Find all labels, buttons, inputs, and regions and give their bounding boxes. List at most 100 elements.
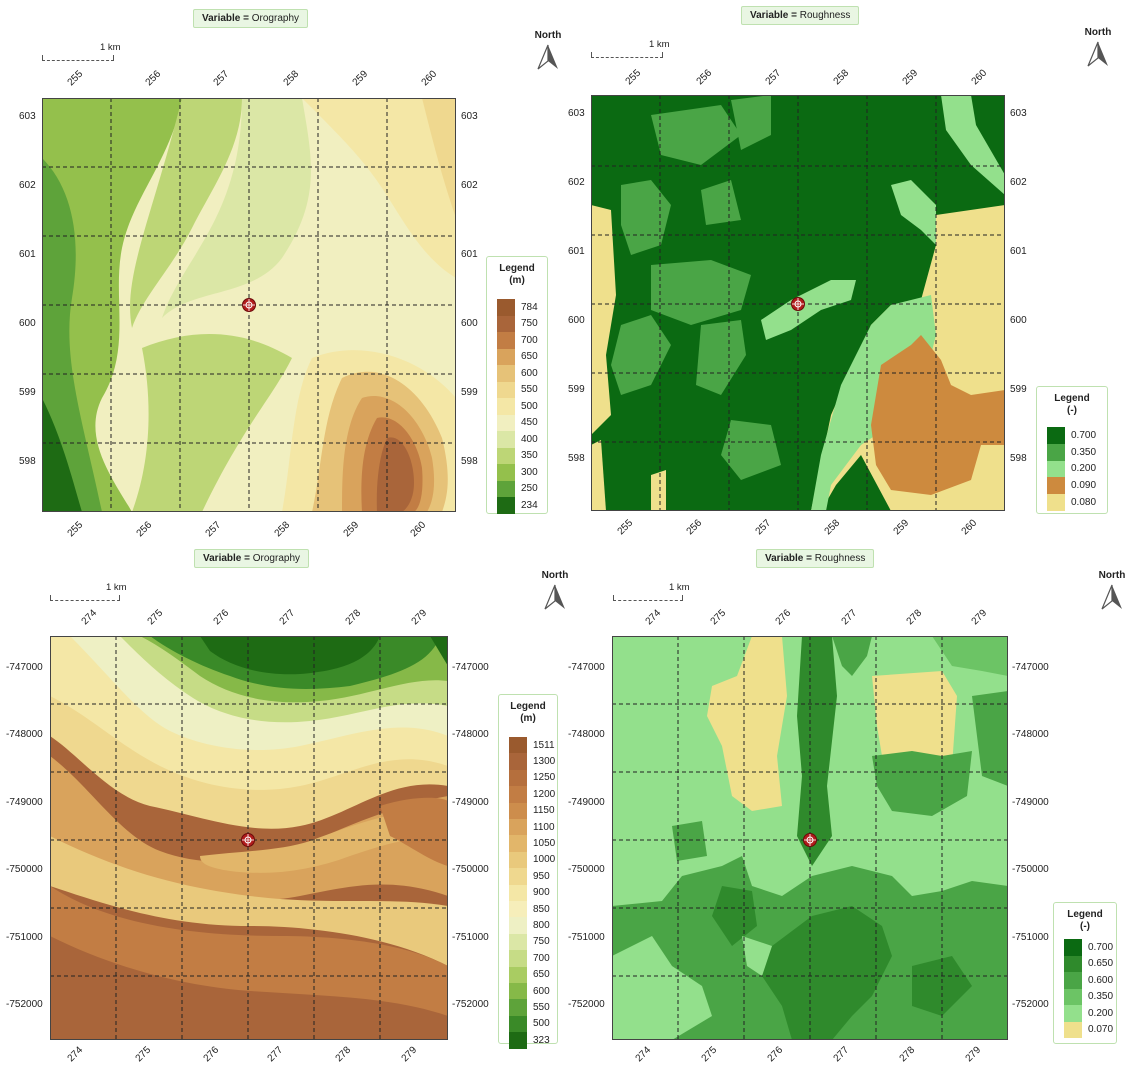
map-roughness-top[interactable] [591, 95, 1005, 511]
panel-title: Variable = Roughness [741, 6, 860, 25]
north-arrow-icon [544, 584, 565, 610]
north-arrow-icon [537, 44, 558, 70]
x-tick-bottom: 259 [891, 517, 912, 538]
legend-item: 1000 [509, 851, 555, 869]
x-tick-bottom: 260 [408, 519, 429, 540]
legend-swatch [497, 431, 515, 448]
legend-label: 0.350 [1088, 991, 1114, 1003]
legend-swatch [509, 753, 527, 770]
x-tick-bottom: 276 [765, 1044, 786, 1065]
y-tick-right: 599 [1010, 384, 1027, 395]
title-value: Orography [251, 13, 300, 24]
y-tick-left: 603 [568, 108, 585, 119]
x-tick-bottom: 278 [897, 1044, 918, 1065]
legend: Legend (-) 0.700 0.650 0.600 0.350 0.200 0.070 [1053, 902, 1117, 1044]
legend-label: 400 [521, 433, 538, 445]
x-tick-bottom: 275 [133, 1044, 154, 1065]
x-tick-top: 257 [763, 67, 784, 88]
legend-label: 700 [521, 334, 538, 346]
map-roughness-bottom[interactable] [612, 636, 1008, 1040]
legend-swatch [1047, 427, 1065, 444]
legend-label: 650 [521, 351, 538, 363]
scale-line [613, 595, 683, 601]
map-orography-bottom[interactable] [50, 636, 448, 1040]
legend-item: 700 [497, 332, 538, 349]
y-tick-left: -747000 [6, 662, 43, 673]
x-tick-bottom: 256 [684, 517, 705, 538]
y-tick-left: -751000 [568, 932, 605, 943]
legend-item: 234 [497, 497, 538, 514]
title-label: Variable = [202, 13, 252, 24]
x-tick-bottom: 257 [753, 517, 774, 538]
legend-item: 0.200 [1064, 1005, 1113, 1022]
legend: Legend (m) 1511 1300 1250 1200 1150 1100 1050 10… [498, 694, 558, 1049]
legend-title: Legend (-) [1054, 393, 1090, 416]
y-tick-right: 602 [1010, 177, 1027, 188]
legend-swatch [509, 901, 527, 918]
legend-item: 700 [509, 950, 550, 967]
legend-label: 600 [533, 985, 550, 997]
map-orography-top[interactable] [42, 98, 456, 512]
y-tick-left: -751000 [6, 932, 43, 943]
legend-label: 1250 [533, 772, 556, 784]
y-tick-right: -747000 [452, 662, 489, 673]
legend-item: 950 [509, 868, 550, 885]
legend-swatch [497, 447, 515, 464]
legend-swatch [1047, 477, 1065, 495]
x-tick-bottom: 258 [822, 517, 843, 538]
x-tick-top: 277 [277, 607, 298, 628]
legend-item: 0.600 [1064, 972, 1113, 989]
legend-item: 0.350 [1047, 443, 1096, 461]
legend-swatch [1047, 460, 1065, 478]
legend-label: 1150 [533, 805, 555, 817]
x-tick-bottom: 278 [333, 1044, 354, 1065]
legend-swatch [1047, 443, 1065, 461]
legend-label: 550 [521, 384, 538, 396]
legend-label: 0.700 [1071, 429, 1097, 441]
y-tick-left: -749000 [568, 797, 605, 808]
y-tick-right: -748000 [452, 729, 489, 740]
legend-item: 600 [509, 983, 550, 1000]
legend-swatch [509, 950, 527, 967]
legend-label: 850 [533, 903, 550, 915]
legend-swatch [509, 933, 527, 951]
y-tick-left: 598 [568, 453, 585, 464]
legend-swatch [509, 1032, 527, 1049]
y-tick-right: 600 [1010, 315, 1027, 326]
legend-title: Legend (-) [1067, 909, 1103, 932]
legend-label: 600 [521, 367, 538, 379]
legend-item: 0.350 [1064, 988, 1114, 1005]
y-tick-right: 598 [1010, 453, 1027, 464]
legend-swatch [509, 917, 527, 934]
legend-label: 1050 [533, 838, 556, 850]
legend-label: 750 [533, 936, 550, 948]
legend-item: 300 [497, 464, 538, 481]
legend-swatch [1047, 494, 1065, 511]
legend-item: 0.070 [1064, 1021, 1113, 1038]
legend-item: 0.700 [1064, 939, 1113, 956]
north-arrow-icon [1087, 41, 1108, 67]
legend-swatch [1064, 939, 1082, 956]
x-tick-top: 260 [419, 68, 440, 89]
legend-label: 650 [533, 969, 550, 981]
x-tick-top: 277 [839, 607, 860, 628]
legend-item: 900 [509, 884, 550, 901]
y-tick-right: -747000 [1012, 662, 1049, 673]
x-tick-top: 279 [409, 607, 430, 628]
x-tick-bottom: 279 [399, 1044, 420, 1065]
x-tick-top: 276 [773, 607, 794, 628]
site-marker-icon [791, 297, 805, 311]
legend-swatch [509, 819, 527, 836]
y-tick-right: -751000 [452, 932, 489, 943]
legend-label: 900 [533, 887, 550, 899]
y-tick-right: -748000 [1012, 729, 1049, 740]
legend-label: 0.200 [1088, 1007, 1114, 1019]
legend-label: 1300 [533, 756, 556, 768]
legend-item: 400 [497, 431, 538, 448]
y-tick-left: 599 [19, 387, 36, 398]
x-tick-top: 257 [211, 68, 232, 89]
legend-item: 550 [509, 999, 550, 1016]
legend-swatch [497, 348, 515, 365]
legend-item: 1100 [509, 819, 555, 836]
y-tick-left: 603 [19, 111, 36, 122]
